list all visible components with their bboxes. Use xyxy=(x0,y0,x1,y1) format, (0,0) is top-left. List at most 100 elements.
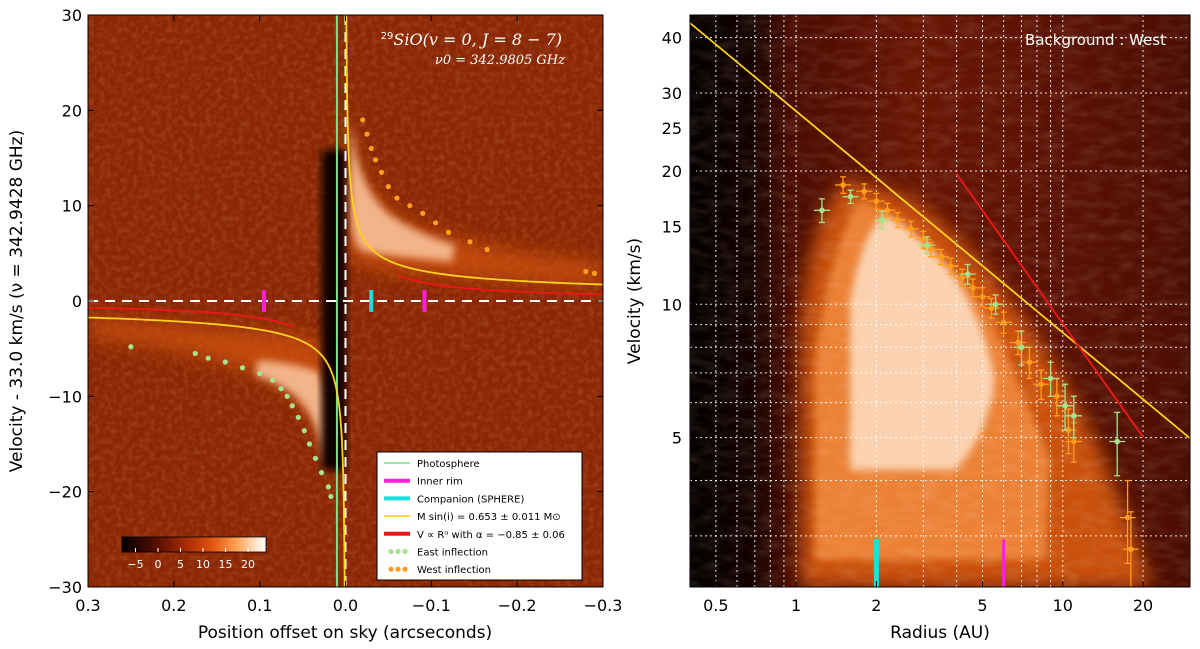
legend-entry: West inflection xyxy=(388,565,491,576)
left-title-main: SiO(v = 0, J = 8 − 7) xyxy=(393,30,562,49)
data-point xyxy=(988,305,995,311)
west-velocity-point xyxy=(1010,330,1027,356)
west-inflection-point xyxy=(583,268,589,275)
right-y-tick-label: 10 xyxy=(662,295,682,314)
west-inflection-point xyxy=(445,229,452,235)
data-point xyxy=(938,254,944,260)
data-point xyxy=(884,207,891,214)
east-inflection-point xyxy=(325,484,331,490)
left-x-tick-label: 0.1 xyxy=(247,596,272,615)
data-point xyxy=(1000,319,1007,326)
left-data-points xyxy=(128,117,598,500)
right-x-tick-label: 10 xyxy=(1053,596,1073,615)
data-point xyxy=(928,246,934,253)
west-inflection-point xyxy=(591,270,598,276)
data-point xyxy=(1065,427,1072,433)
data-point xyxy=(1062,402,1068,409)
data-point xyxy=(992,301,999,308)
east-velocity-point xyxy=(1065,395,1082,439)
colorbar-tick-label: −5 xyxy=(127,558,143,571)
west-velocity-point xyxy=(1122,511,1139,587)
west-inflection-point xyxy=(385,184,392,190)
east-inflection-point xyxy=(257,370,263,377)
companion-marker xyxy=(369,290,374,312)
east-velocity-point xyxy=(1109,411,1126,477)
east-emission-core xyxy=(255,360,328,470)
east-inflection-point xyxy=(222,359,228,365)
legend-label: East inflection xyxy=(417,548,488,559)
west-velocity-point xyxy=(933,248,950,266)
west-velocity-point xyxy=(922,241,939,258)
right-plot-frame xyxy=(689,14,1191,588)
west-inflection-point xyxy=(407,203,413,209)
east-inflection-point xyxy=(239,365,246,371)
east-velocity-point xyxy=(1057,383,1074,431)
west-inflection-point xyxy=(368,145,374,152)
west-emission-core xyxy=(350,120,455,262)
left-y-tick-label: −30 xyxy=(48,578,82,597)
right-gridlines xyxy=(690,15,1190,587)
west-inflection-point xyxy=(484,246,490,253)
right-y-tick-label: 40 xyxy=(662,29,682,48)
right-y-tick-label: 25 xyxy=(662,119,682,138)
data-point xyxy=(894,217,901,223)
west-velocity-point xyxy=(1021,346,1038,380)
legend-box xyxy=(376,451,583,581)
right-y-tick-label: 5 xyxy=(672,429,682,448)
right-y-tick-label: 20 xyxy=(662,162,682,181)
left-y-tick-label: 10 xyxy=(62,197,82,216)
data-point xyxy=(847,193,854,200)
right-y-axis-label: Velocity (km/s) xyxy=(625,238,645,364)
data-point xyxy=(1015,339,1021,346)
left-title-isotope: 29 xyxy=(381,31,394,42)
west-inflection-point xyxy=(420,210,426,216)
data-point xyxy=(1128,546,1134,552)
right-overlay-lines xyxy=(690,22,1190,587)
west-velocity-point xyxy=(856,183,873,200)
west-inflection-point xyxy=(360,117,366,123)
left-x-tick-label: 0.3 xyxy=(75,596,100,615)
left-axis-ticks: 0.3 0.2 0.1 0.0 −0.1 −0.2 −0.3 −30 −20 −10 0 10 20 30 xyxy=(48,6,622,615)
east-inflection-point xyxy=(284,393,290,399)
data-point xyxy=(840,182,846,188)
colorbar-tick-label: 20 xyxy=(241,558,255,571)
data-point xyxy=(970,284,976,291)
legend-entry: East inflection xyxy=(388,548,488,559)
east-velocity-point xyxy=(987,294,1004,315)
legend-label: Inner rim xyxy=(417,477,463,488)
west-inflection-point xyxy=(467,239,473,245)
powerlaw-curve-east xyxy=(88,306,294,328)
right-data-points xyxy=(813,176,1139,587)
east-inflection-point xyxy=(295,414,301,420)
left-x-tick-label: −0.1 xyxy=(412,596,451,615)
right-mass-line xyxy=(690,22,1190,439)
east-velocity-point xyxy=(874,210,891,230)
data-point xyxy=(1071,438,1077,445)
legend-label: Photosphere xyxy=(417,459,480,470)
left-x-tick-label: 0.0 xyxy=(333,596,358,615)
east-velocity-point xyxy=(1042,361,1059,397)
legend-marker xyxy=(402,548,408,555)
colorbar-tick-label: 0 xyxy=(155,558,162,571)
legend-items: Photosphere Inner rim Companion (SPHERE) M … xyxy=(384,459,565,576)
data-point xyxy=(924,242,930,248)
east-inflection-point xyxy=(312,455,319,461)
data-point xyxy=(1124,514,1131,521)
colorbar-gradient xyxy=(121,536,267,553)
left-chart-title: 29SiO(v = 0, J = 8 − 7) xyxy=(381,30,562,49)
legend-label: M sin(i) = 0.653 ± 0.011 M⊙ xyxy=(417,512,561,523)
east-inflection-point xyxy=(192,350,198,357)
data-point xyxy=(1114,438,1121,445)
mass-curve-west xyxy=(345,15,603,286)
right-companion-marker xyxy=(873,539,879,587)
data-point xyxy=(947,263,954,269)
east-inflection-point xyxy=(269,377,276,383)
left-x-tick-label: 0.2 xyxy=(161,596,186,615)
data-point xyxy=(1038,381,1044,388)
west-velocity-point xyxy=(983,297,1000,319)
data-point xyxy=(964,271,971,277)
left-y-tick-label: 30 xyxy=(62,6,82,25)
west-velocity-point xyxy=(974,287,991,307)
east-inflection-point xyxy=(306,441,313,447)
